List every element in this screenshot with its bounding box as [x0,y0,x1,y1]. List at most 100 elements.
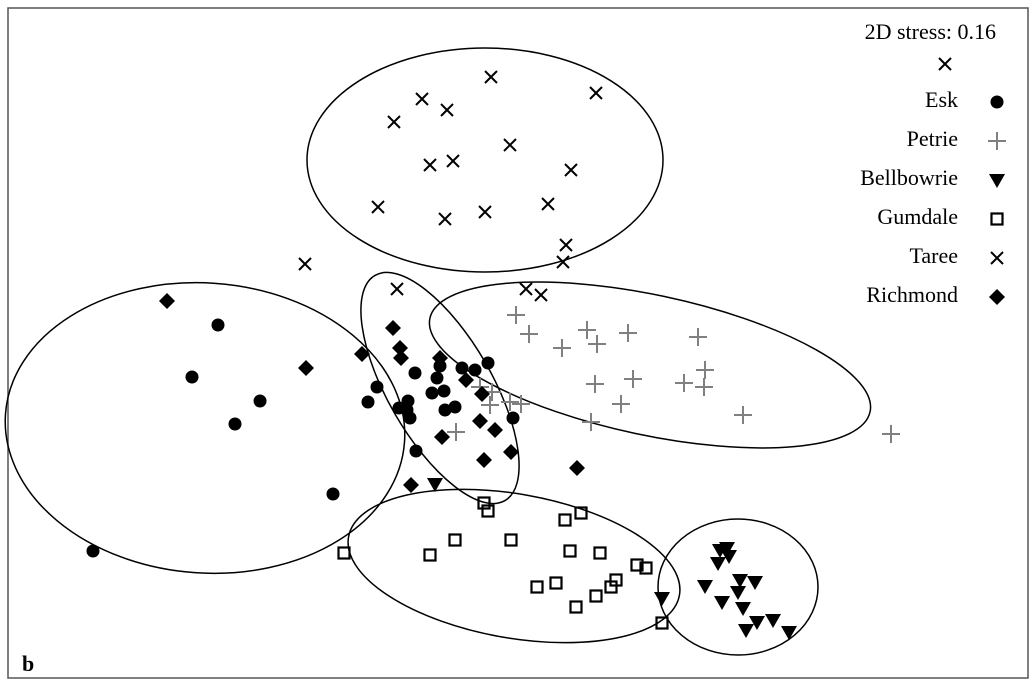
stress-label: 2D stress: 0.16 [865,19,996,44]
point [440,103,454,117]
point [695,378,713,396]
point [501,393,519,411]
point [392,340,408,356]
point [675,374,693,392]
point [159,293,175,309]
point [738,624,754,638]
point [882,425,900,443]
group-ellipse [347,488,681,644]
point [415,92,429,106]
legend-label: Petrie [907,126,958,151]
point [430,371,444,385]
point [512,395,530,413]
point [609,573,623,587]
point [392,401,406,415]
point [185,370,199,384]
point [484,70,498,84]
point [370,380,384,394]
point [481,504,495,518]
group-ellipse [657,518,819,656]
point [558,513,572,527]
point [298,257,312,271]
point [563,544,577,558]
legend-label: Gumdale [877,204,958,229]
point [549,576,563,590]
point [228,417,242,431]
point [477,496,491,510]
point [569,600,583,614]
point [427,478,443,492]
point [423,158,437,172]
legend-marker [990,212,1004,226]
point [589,86,603,100]
point [503,444,519,460]
point [630,558,644,572]
point [468,363,482,377]
point [408,366,422,380]
point [730,586,746,600]
point [211,318,225,332]
group-ellipse [4,281,406,575]
point [612,395,630,413]
point [619,324,637,342]
group-ellipse [428,281,872,449]
point [371,200,385,214]
point [582,413,600,431]
point [438,403,452,417]
point [553,339,571,357]
legend-label: Bellbowrie [860,165,958,190]
point [448,533,462,547]
point [589,589,603,603]
point [434,429,450,445]
point [689,328,707,346]
point [481,356,495,370]
point [749,616,765,630]
point [765,614,781,628]
point [569,460,585,476]
point [423,548,437,562]
point [298,360,314,376]
point [326,487,340,501]
point [710,557,726,571]
point [530,580,544,594]
point [446,154,460,168]
legend-marker [990,251,1004,265]
point [504,533,518,547]
point [474,386,490,402]
point [696,361,714,379]
legend-label: Taree [909,243,958,268]
point [586,375,604,393]
point [503,138,517,152]
legend-label: Esk [925,87,958,112]
point [747,576,763,590]
point [721,550,737,564]
point [403,477,419,493]
point [520,325,538,343]
point [437,384,451,398]
point [447,423,465,441]
point [448,400,462,414]
legend-marker [989,289,1005,305]
point [507,306,525,324]
point [655,616,669,630]
point [574,506,588,520]
point [697,580,713,594]
frame [7,7,1029,679]
point [354,346,370,362]
point [409,444,423,458]
point [472,413,488,429]
point [361,395,375,409]
legend-label: Richmond [866,282,958,307]
point [732,574,748,588]
point [86,544,100,558]
panel-label: b [22,651,34,676]
point [253,394,267,408]
point [476,452,492,468]
point [455,361,469,375]
point [714,596,730,610]
point [588,335,606,353]
point [481,396,499,414]
point [487,422,503,438]
point [390,282,404,296]
